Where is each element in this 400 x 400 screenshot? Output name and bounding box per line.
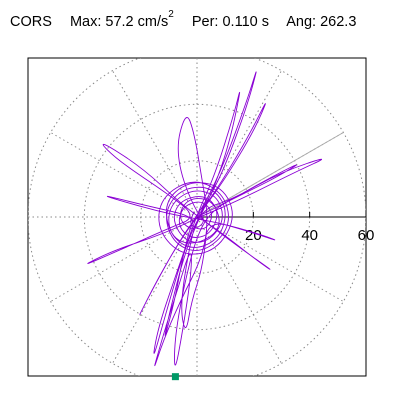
grid-spoke-240 — [112, 216, 198, 364]
max-marker — [171, 373, 179, 381]
grid-spoke-210 — [50, 216, 198, 302]
tick-label-60: 60 — [358, 227, 375, 244]
max-label: Max: — [69, 14, 102, 30]
ang-value: 262.3 — [320, 14, 357, 30]
header-readout: CORS Max: 57.2 cm/s2 Per: 0.110 s Ang: 2… — [10, 9, 357, 30]
ang-label: Ang: — [286, 14, 317, 30]
grid-spoke-330 — [196, 216, 344, 302]
trace-path — [87, 71, 322, 366]
per-label: Per: — [191, 14, 219, 30]
grid-spoke-150 — [50, 132, 198, 218]
max-unit-exponent: 2 — [168, 9, 174, 20]
max-value: 57.2 — [105, 14, 134, 30]
grid-spoke-300 — [196, 216, 282, 364]
per-value: 0.110 s — [222, 14, 269, 30]
motion-trace — [87, 71, 322, 366]
tick-label-40: 40 — [301, 227, 318, 244]
tick-label-20: 20 — [245, 227, 262, 244]
max-point-marker — [171, 373, 179, 381]
station-label: CORS — [10, 14, 52, 30]
max-unit: cm/s — [137, 14, 169, 30]
grid-spoke-120 — [112, 70, 198, 218]
